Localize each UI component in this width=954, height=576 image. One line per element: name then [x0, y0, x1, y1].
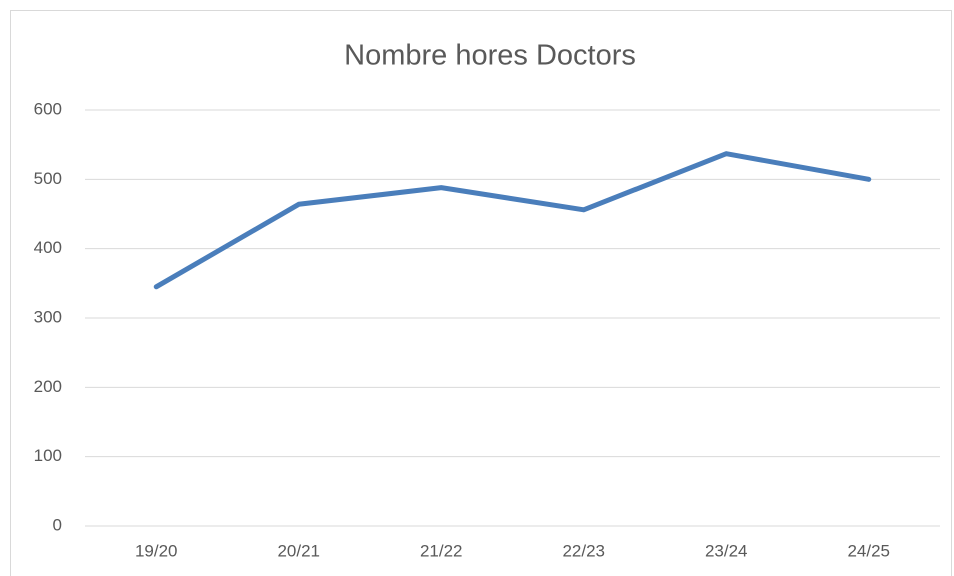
x-tick-label: 20/21	[277, 541, 320, 560]
data-line	[153, 151, 872, 290]
chart-title: Nombre hores Doctors	[344, 40, 636, 72]
chart-border	[10, 10, 952, 576]
x-tick-label: 21/22	[420, 541, 463, 560]
x-tick-label: 24/25	[847, 541, 890, 560]
x-tick-label: 22/23	[562, 541, 605, 560]
y-tick-label: 300	[34, 307, 62, 326]
y-tick-label: 100	[34, 446, 62, 465]
y-tick-label: 200	[34, 377, 62, 396]
y-tick-label: 500	[34, 169, 62, 188]
y-tick-label: 0	[53, 515, 62, 534]
x-tick-label: 19/20	[135, 541, 178, 560]
y-tick-label: 400	[34, 238, 62, 257]
y-tick-label: 600	[34, 99, 62, 118]
x-tick-label: 23/24	[705, 541, 748, 560]
